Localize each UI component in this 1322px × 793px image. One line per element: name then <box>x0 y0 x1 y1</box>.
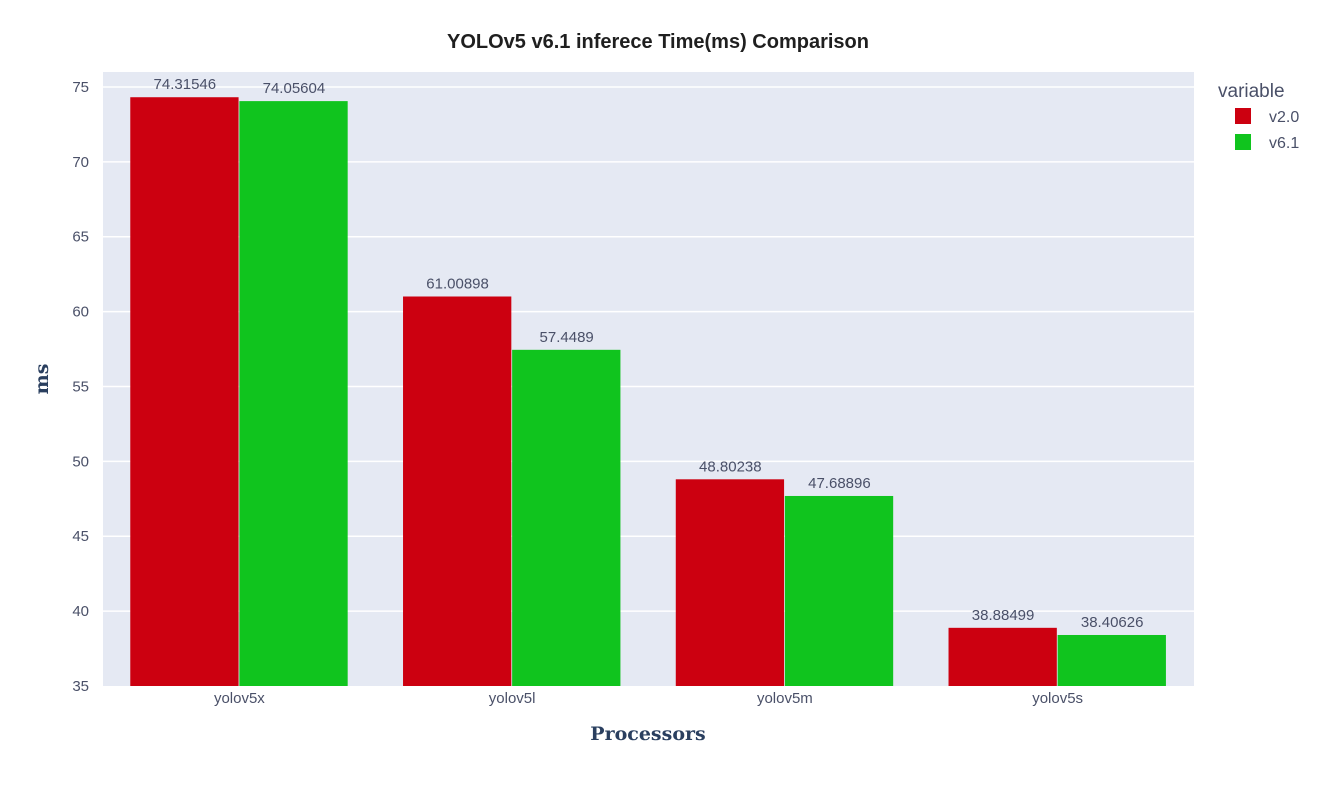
x-axis-ticks: yolov5x yolov5l yolov5m yolov5s <box>214 690 1083 707</box>
bar-v2-0-yolov5s[interactable] <box>948 627 1057 686</box>
y-tick-label: 50 <box>72 453 89 470</box>
bar-v6-1-yolov5s[interactable] <box>1057 634 1166 686</box>
x-tick-label: yolov5x <box>214 690 265 707</box>
legend-swatch[interactable] <box>1235 134 1251 150</box>
data-label: 61.00898 <box>426 275 489 292</box>
legend-swatch[interactable] <box>1235 108 1251 124</box>
bar-v6-1-yolov5m[interactable] <box>784 495 894 686</box>
legend[interactable]: variable v2.0 v6.1 <box>1218 81 1299 152</box>
data-labels: 74.31546 74.05604 61.00898 57.4489 48.80238 4… <box>154 76 1144 631</box>
chart-title: YOLOv5 v6.1 inferece Time(ms) Comparison <box>447 31 869 53</box>
bar-v6-1-yolov5l[interactable] <box>512 349 621 686</box>
data-label: 48.80238 <box>699 458 762 475</box>
data-label: 74.05604 <box>263 80 326 97</box>
legend-title: variable <box>1218 81 1285 102</box>
data-label: 47.68896 <box>808 475 871 492</box>
data-label: 38.40626 <box>1081 614 1144 631</box>
y-tick-label: 40 <box>72 603 89 620</box>
x-tick-label: yolov5m <box>757 690 813 707</box>
bars <box>130 97 1166 687</box>
data-label: 38.88499 <box>972 607 1035 624</box>
y-tick-label: 70 <box>72 154 89 171</box>
bar-v2-0-yolov5x[interactable] <box>130 97 239 687</box>
legend-item-label[interactable]: v2.0 <box>1269 109 1299 126</box>
y-axis-title: ms <box>31 364 53 395</box>
y-tick-label: 75 <box>72 79 89 96</box>
x-tick-label: yolov5l <box>489 690 536 707</box>
y-tick-label: 60 <box>72 304 89 321</box>
y-tick-label: 35 <box>72 678 89 695</box>
data-label: 74.31546 <box>154 76 217 93</box>
bar-v6-1-yolov5x[interactable] <box>239 101 348 686</box>
y-tick-label: 45 <box>72 528 89 545</box>
data-label: 57.4489 <box>540 329 594 346</box>
x-axis-title: Processors <box>590 723 705 745</box>
y-axis-ticks: 35 40 45 50 55 60 65 70 75 <box>72 79 89 695</box>
y-tick-label: 55 <box>72 378 89 395</box>
bar-v2-0-yolov5l[interactable] <box>403 296 512 686</box>
bar-v2-0-yolov5m[interactable] <box>675 479 785 686</box>
y-tick-label: 65 <box>72 229 89 246</box>
x-tick-label: yolov5s <box>1032 690 1083 707</box>
legend-item-label[interactable]: v6.1 <box>1269 135 1299 152</box>
